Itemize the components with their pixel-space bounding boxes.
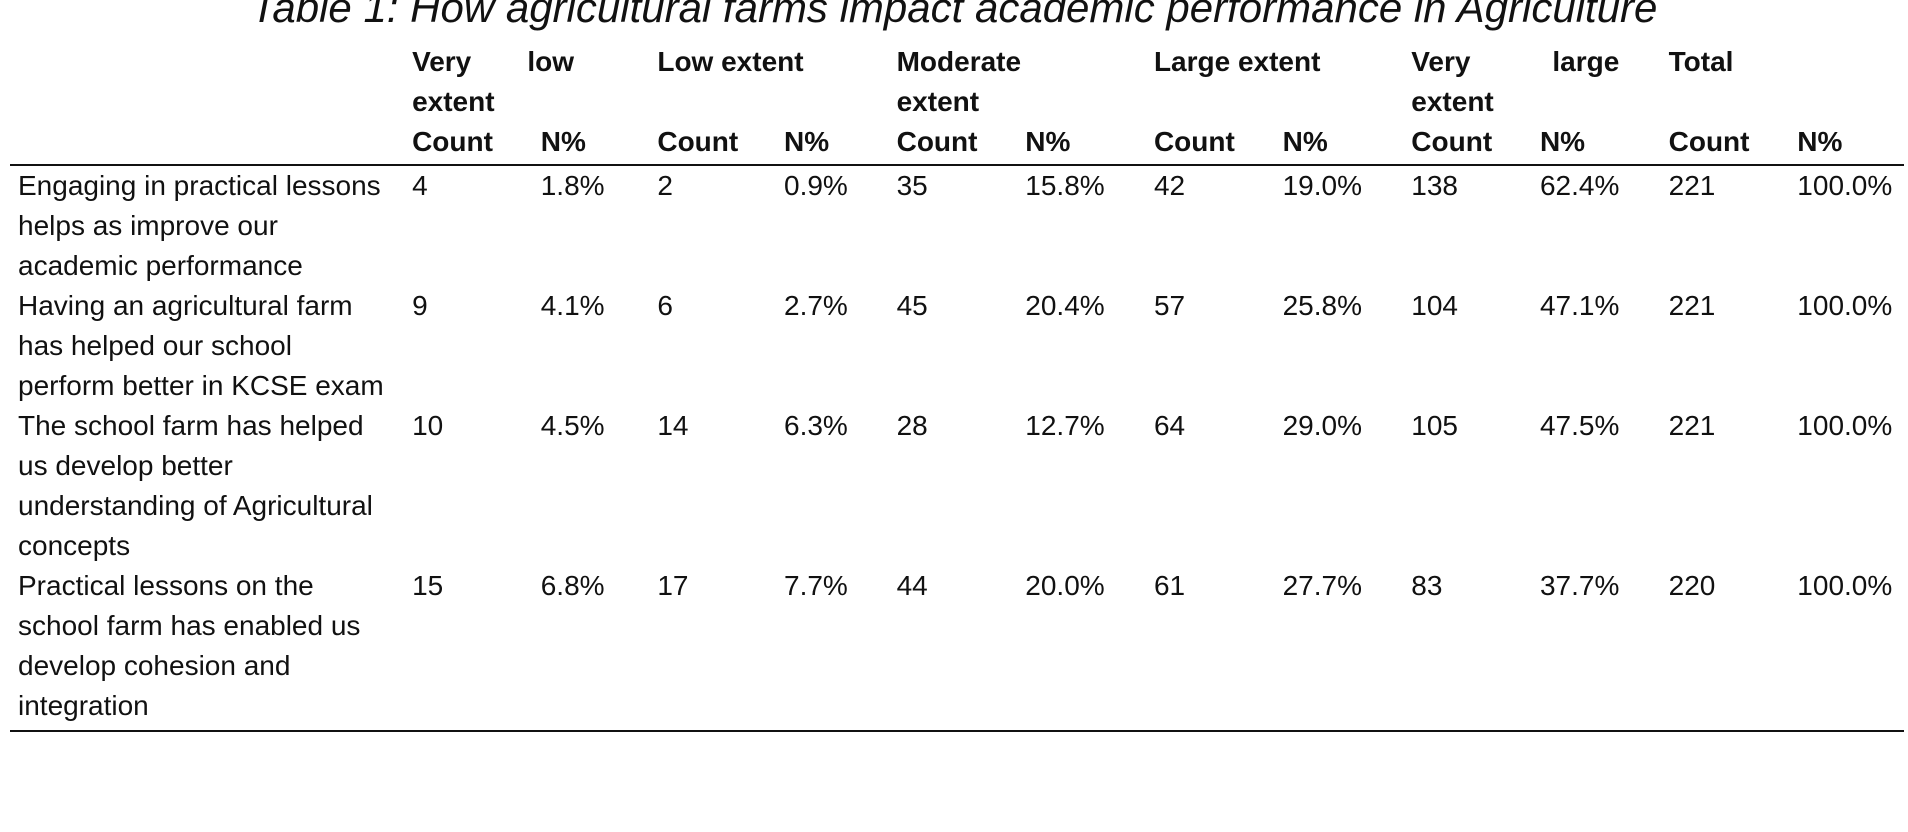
table-cell: 15 [404,566,533,732]
table-row: The school farm has helped us develop be… [10,406,1904,566]
header-very-low-second: extent [412,86,495,117]
subheader-cell: N% [1789,122,1904,166]
header-row-sub: Count N% Count N% Count N% Count N% Coun… [10,122,1904,166]
header-empty-cell [10,40,404,122]
table-cell: 4.5% [540,410,605,441]
table-cell: 61 [1145,566,1275,732]
table-cell: 9 [412,290,428,321]
table-cell: 4.1% [540,290,605,321]
table-cell: 221 [1668,170,1716,201]
table-row: Practical lessons on the school farm has… [10,566,1904,732]
table-cell: 28 [896,410,928,441]
table-cell: 100.0% [1797,290,1893,321]
table-cell: 47.5% [1539,410,1620,441]
header-low-extent: Low extent [657,46,804,77]
table-cell: 6.8% [532,566,650,732]
table-cell: 100.0% [1797,410,1893,441]
header-row-groups: Very low extent Low extent Moderate exte… [10,40,1904,122]
table-cell: 7.7% [776,566,889,732]
header-moderate-second: extent [896,86,980,117]
table-cell: 45 [896,290,928,321]
table-cell: 221 [1668,410,1716,441]
subheader-cell: N% [1274,122,1404,166]
table-cell: 1.8% [540,170,605,201]
subheader-cell: Count [888,122,1018,166]
table-cell: 10 [412,410,444,441]
table-cell: 64 [1153,410,1186,441]
table-cell: 27.7% [1274,566,1404,732]
table-cell: 104 [1411,290,1458,321]
table-cell: 0.9% [784,170,848,201]
subheader-cell: Count [404,122,533,166]
table-cell: 83 [1403,566,1532,732]
header-very-low-left: Very [412,46,472,77]
header-large-extent: Large extent [1153,46,1321,77]
table-title: Table 1: How agricultural farms impact a… [250,0,1658,31]
header-very-large-right: large [1552,46,1620,77]
header-moderate-extent: Moderate extent [889,40,1146,122]
table-cell: 138 [1411,170,1458,201]
results-table: Very low extent Low extent Moderate exte… [10,40,1904,732]
table-cell: 2.7% [784,290,848,321]
subheader-cell: N% [776,122,889,166]
table-cell: 35 [896,170,928,201]
table-cell: 20.4% [1025,290,1105,321]
header-very-low-right: low [527,46,575,77]
table-cell: 19.0% [1282,170,1363,201]
table-cell: 15.8% [1025,170,1105,201]
header-total: Total [1668,46,1734,77]
table-row: Having an agricultural farm has helped o… [10,286,1904,406]
table-cell: 12.7% [1025,410,1105,441]
row-statement: The school farm has helped us develop be… [18,410,373,561]
header-very-low-extent: Very low extent [404,40,649,122]
table-cell: 2 [657,170,673,201]
table-cell: 37.7% [1531,566,1661,732]
table-cell: 47.1% [1539,290,1620,321]
table-cell: 29.0% [1282,410,1363,441]
table-cell: 62.4% [1539,170,1620,201]
header-very-large-extent: Very large extent [1403,40,1660,122]
subheader-cell: N% [1531,122,1661,166]
header-very-large-left: Very [1411,46,1471,77]
table-row: Engaging in practical lessons helps as i… [10,165,1904,286]
table-cell: 6.3% [784,410,848,441]
subheader-cell: N% [1017,122,1146,166]
table-cell: 221 [1668,290,1716,321]
row-statement: Practical lessons on the school farm has… [10,566,405,732]
subheader-cell: N% [532,122,650,166]
table-cell: 14 [657,410,689,441]
table-cell: 6 [657,290,673,321]
subheader-empty-cell [10,122,405,166]
table-cell: 100.0% [1789,566,1904,732]
table-cell: 42 [1153,170,1186,201]
table-cell: 220 [1660,566,1790,732]
table-cell: 105 [1411,410,1458,441]
table-cell: 100.0% [1797,170,1893,201]
header-very-large-second: extent [1411,86,1494,117]
table-cell: 44 [888,566,1018,732]
subheader-cell: Count [1145,122,1275,166]
subheader-cell: Count [1660,122,1790,166]
table-cell: 17 [649,566,776,732]
table-cell: 57 [1153,290,1186,321]
table-cell: 25.8% [1282,290,1363,321]
subheader-cell: Count [649,122,776,166]
table-cell: 20.0% [1017,566,1146,732]
row-statement: Engaging in practical lessons helps as i… [18,170,381,281]
row-statement: Having an agricultural farm has helped o… [18,290,384,401]
header-moderate-first: Moderate [896,46,1022,77]
subheader-cell: Count [1403,122,1532,166]
table-cell: 4 [412,170,428,201]
